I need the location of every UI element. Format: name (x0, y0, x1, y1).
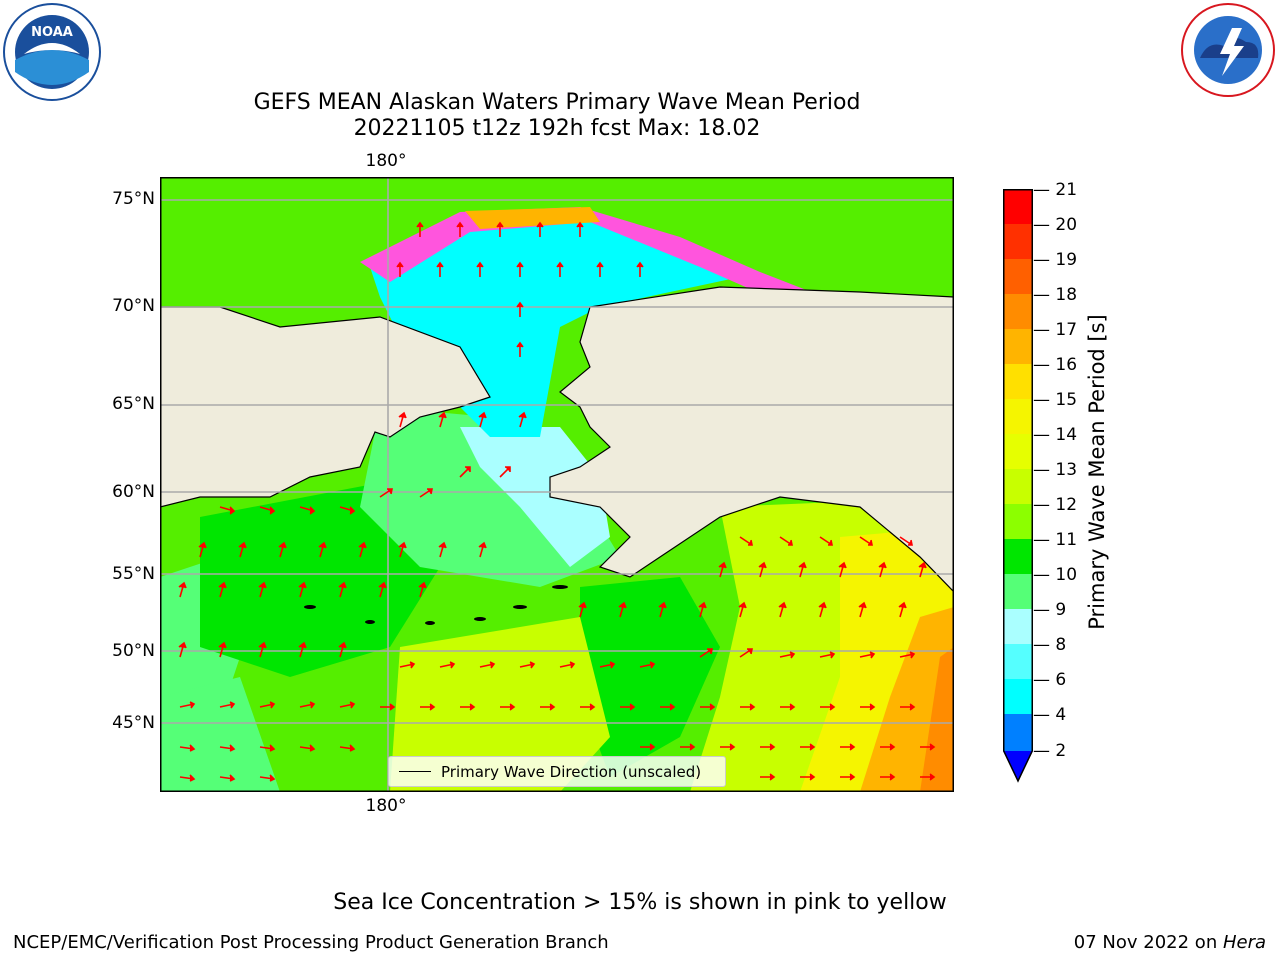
footer-host: Hera (1222, 932, 1266, 953)
footer-left: NCEP/EMC/Verification Post Processing Pr… (13, 932, 609, 953)
wave-period-map (160, 177, 954, 792)
cb-tick-12: — 12 (1033, 495, 1078, 515)
lat-label-60: 60°N (112, 482, 155, 502)
colorbar-ticks: — 21 — 20 — 19 — 18 — 17 — 16 — 15 — 14 … (1033, 180, 1093, 780)
cb-tick-20: — 20 (1033, 215, 1078, 235)
lon-label-bottom: 180° (365, 796, 407, 816)
cb-tick-19: — 19 (1033, 250, 1078, 270)
lat-label-50: 50°N (112, 641, 155, 661)
cb-tick-16: — 16 (1033, 355, 1078, 375)
cb-tick-13: — 13 (1033, 460, 1078, 480)
noaa-logo-text: NOAA (31, 25, 73, 40)
sea-ice-note: Sea Ice Concentration > 15% is shown in … (333, 890, 947, 915)
arrows-bering (178, 466, 511, 598)
noaa-logo: NOAA (2, 2, 102, 102)
lat-label-45: 45°N (112, 713, 155, 733)
cb-tick-4: — 4 (1033, 705, 1067, 725)
cb-tick-2: — 2 (1033, 741, 1067, 761)
map-panel: Primary Wave Direction (unscaled) (160, 177, 954, 792)
wave-direction-arrows (178, 221, 936, 782)
arrows-north (396, 221, 644, 428)
lat-label-70: 70°N (112, 296, 155, 316)
footer-right: 07 Nov 2022 on Hera (1074, 932, 1266, 953)
legend-line-icon (399, 771, 431, 772)
cb-tick-21: — 21 (1033, 180, 1078, 200)
legend-label: Primary Wave Direction (unscaled) (441, 762, 702, 781)
cb-tick-17: — 17 (1033, 320, 1078, 340)
cb-tick-15: — 15 (1033, 390, 1078, 410)
colorbar (1003, 189, 1033, 785)
chart-subtitle: 20221105 t12z 192h fcst Max: 18.02 (353, 116, 761, 141)
cb-tick-14: — 14 (1033, 425, 1078, 445)
chart-title: GEFS MEAN Alaskan Waters Primary Wave Me… (253, 90, 861, 115)
cb-tick-6: — 6 (1033, 670, 1067, 690)
cb-tick-11: — 11 (1033, 530, 1078, 550)
nws-logo (1180, 2, 1276, 98)
lon-label-top: 180° (365, 151, 407, 171)
cb-tick-8: — 8 (1033, 635, 1067, 655)
lat-label-55: 55°N (112, 564, 155, 584)
cb-tick-9: — 9 (1033, 600, 1067, 620)
arrows-gulf (578, 536, 927, 618)
map-legend: Primary Wave Direction (unscaled) (388, 756, 726, 787)
colorbar-title: Primary Wave Mean Period [s] (1085, 314, 1109, 630)
footer-date: 07 Nov 2022 on (1073, 932, 1223, 953)
lat-label-65: 65°N (112, 394, 155, 414)
cb-tick-18: — 18 (1033, 285, 1078, 305)
arrows-south (178, 641, 936, 782)
lat-label-75: 75°N (112, 189, 155, 209)
cb-tick-10: — 10 (1033, 565, 1078, 585)
